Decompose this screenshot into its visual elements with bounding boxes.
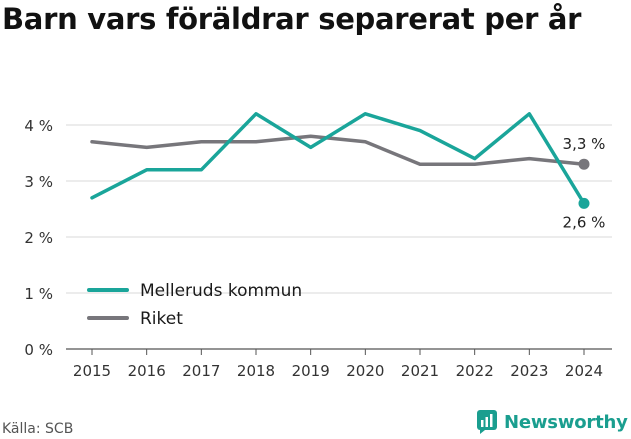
endpoint-label-melleruds-kommun: 2,6 % [563, 213, 606, 231]
chart-title: Barn vars föräldrar separerat per år [2, 2, 582, 36]
x-tick-label: 2015 [73, 362, 111, 380]
brand-name: Newsworthy [504, 411, 628, 433]
x-tick-label: 2019 [292, 362, 330, 380]
legend-label-riket: Riket [140, 309, 183, 329]
grid-lines [66, 124, 612, 350]
y-tick-label: 2 % [24, 229, 53, 247]
y-tick-label: 1 % [24, 285, 53, 303]
series-line-melleruds-kommun [90, 112, 586, 206]
endpoint-label-riket: 3,3 % [563, 135, 606, 153]
x-tick-label: 2018 [237, 362, 275, 380]
x-tick-label: 2024 [565, 362, 603, 380]
endpoint-marker-riket [578, 158, 590, 170]
y-tick-label: 3 % [24, 173, 53, 191]
y-tick-label: 4 % [24, 117, 53, 135]
source-note: Källa: SCB [2, 421, 74, 437]
x-tick-label: 2021 [401, 362, 439, 380]
series-line-riket [90, 134, 586, 166]
legend-label-melleruds-kommun: Melleruds kommun [140, 281, 302, 301]
series-endpoints: 2,6 % 3,3 % [563, 135, 606, 231]
newsworthy-logo: Newsworthy [476, 408, 628, 436]
endpoint-marker-melleruds-kommun [578, 197, 590, 209]
x-tick-label: 2016 [128, 362, 166, 380]
x-axis: 2015 2016 2017 2018 2019 2020 2021 2022 2023 2024 [73, 349, 603, 380]
y-tick-label: 0 % [24, 341, 53, 359]
series-lines [90, 112, 586, 206]
legend: Melleruds kommun Riket [87, 281, 302, 329]
y-axis-tick-labels: 0 % 1 % 2 % 3 % 4 % [24, 117, 53, 359]
x-tick-label: 2020 [346, 362, 384, 380]
x-tick-label: 2017 [182, 362, 220, 380]
newsworthy-logo-icon [477, 410, 497, 434]
x-tick-label: 2023 [510, 362, 548, 380]
x-tick-label: 2022 [456, 362, 494, 380]
